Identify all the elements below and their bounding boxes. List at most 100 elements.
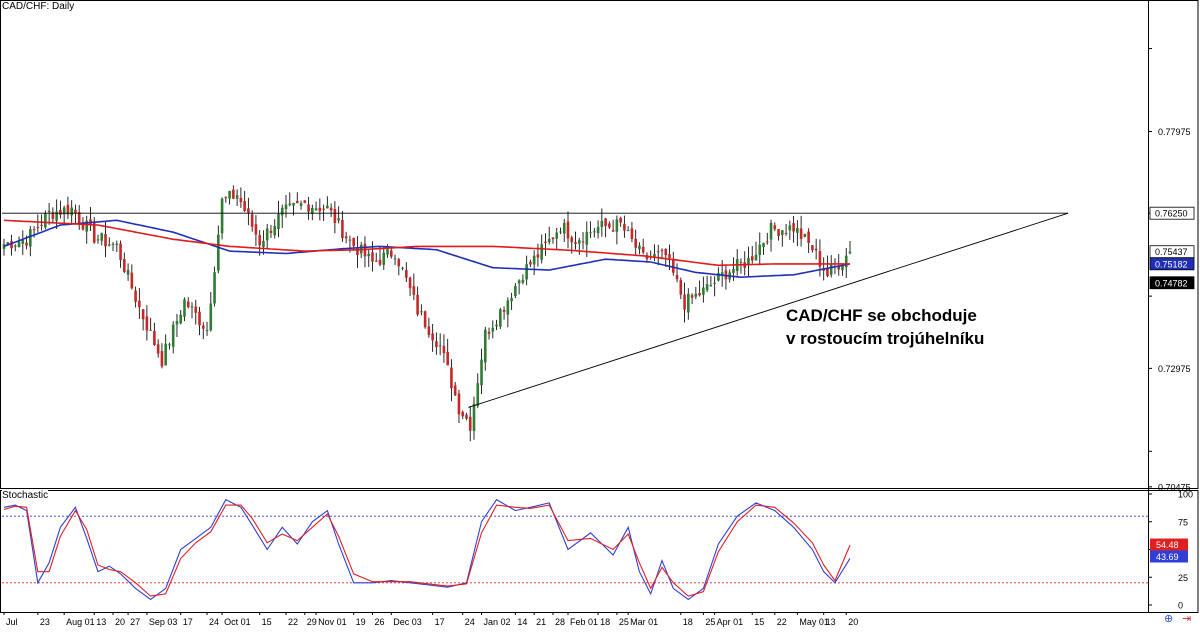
- candle-down: [826, 268, 829, 277]
- time-tick-label: Jul: [6, 617, 18, 627]
- candle-down: [160, 351, 164, 367]
- candle-up: [754, 254, 758, 261]
- candle-up: [615, 219, 619, 232]
- candle-up: [626, 229, 630, 231]
- candle-down: [630, 228, 634, 239]
- candle-up: [476, 383, 480, 407]
- candle-down: [792, 223, 795, 232]
- candle-up: [367, 253, 371, 257]
- candle-up: [273, 226, 277, 236]
- chart-title: CAD/CHF: Daily: [2, 1, 75, 12]
- candle-up: [213, 272, 216, 304]
- annotation-line-1: CAD/CHF se obchoduje: [786, 306, 977, 325]
- candle-up: [382, 252, 386, 265]
- candle-down: [119, 243, 122, 260]
- candle-up: [393, 258, 397, 260]
- candle-down: [198, 311, 201, 326]
- candle-down: [194, 306, 198, 313]
- candle-up: [499, 309, 502, 327]
- candle-down: [92, 222, 96, 243]
- candle-down: [329, 207, 333, 211]
- price-tag: [1149, 257, 1195, 271]
- candle-down: [408, 277, 412, 289]
- time-tick-label: 22: [777, 617, 787, 627]
- candle-up: [299, 203, 303, 206]
- stochastic-k-line: [3, 498, 851, 601]
- candle-up: [107, 244, 111, 246]
- candle-up: [732, 268, 735, 273]
- candle-up: [228, 190, 231, 199]
- candle-up: [559, 231, 562, 233]
- candle-down: [32, 229, 36, 231]
- candle-down: [145, 316, 149, 331]
- candle-down: [675, 275, 679, 280]
- candle-up: [2, 244, 6, 249]
- time-tick-label: 13: [826, 617, 836, 627]
- candle-down: [435, 341, 438, 348]
- candle-up: [480, 359, 483, 386]
- candle-down: [784, 232, 788, 234]
- candle-down: [201, 325, 205, 329]
- candle-up: [205, 330, 209, 332]
- candle-down: [130, 272, 134, 289]
- candle-down: [529, 261, 532, 265]
- time-tick-label: 28: [555, 617, 565, 627]
- candle-up: [100, 233, 104, 241]
- candle-up: [21, 239, 25, 244]
- candle-down: [683, 294, 686, 310]
- time-tick-label: Mar 01: [630, 617, 658, 627]
- time-tick-label: Sep 03: [149, 617, 178, 627]
- candle-down: [416, 294, 419, 315]
- candle-down: [77, 212, 81, 223]
- stochastic-tick-label: 0: [1178, 601, 1183, 611]
- candle-up: [235, 195, 239, 199]
- candle-up: [848, 251, 852, 254]
- candle-down: [608, 223, 611, 228]
- price-tag-label: 0.76250: [1155, 209, 1188, 219]
- candle-down: [468, 416, 472, 431]
- candle-down: [777, 229, 780, 237]
- candle-down: [318, 207, 322, 212]
- candle-up: [6, 242, 10, 246]
- time-tick-label: 15: [262, 617, 272, 627]
- candle-down: [333, 208, 337, 224]
- candle-down: [254, 224, 258, 235]
- candle-down: [243, 201, 246, 211]
- candle-up: [694, 293, 698, 297]
- candle-up: [62, 207, 66, 215]
- price-tag-label: 0.75182: [1155, 259, 1188, 269]
- candle-down: [232, 189, 235, 199]
- candle-up: [47, 210, 51, 213]
- candle-down: [656, 251, 660, 253]
- candle-up: [491, 327, 495, 332]
- candle-down: [450, 367, 453, 389]
- time-tick-label: Aug 01: [66, 617, 95, 627]
- price-tag: [1149, 276, 1195, 290]
- price-tick-label: 0.70475: [1158, 482, 1191, 492]
- candle-down: [818, 251, 822, 267]
- price-tag-label: 0.74782: [1155, 278, 1188, 288]
- candle-down: [258, 235, 261, 246]
- stochastic-value-tag: [1150, 550, 1188, 563]
- stochastic-value-tag: [1150, 538, 1188, 551]
- candle-down: [619, 217, 622, 223]
- candle-up: [284, 204, 288, 210]
- candle-up: [844, 255, 848, 268]
- candle-up: [600, 220, 604, 227]
- stochastic-value-label: 43.69: [1156, 552, 1179, 562]
- time-tick-label: 20: [115, 617, 125, 627]
- candle-up: [171, 324, 175, 347]
- candle-up: [540, 244, 543, 260]
- candle-down: [690, 295, 694, 298]
- candle-up: [483, 329, 487, 363]
- candle-up: [638, 245, 641, 250]
- candle-up: [164, 343, 167, 366]
- candle-up: [13, 245, 17, 247]
- candle-up: [85, 220, 89, 232]
- candle-up: [596, 226, 600, 234]
- candle-down: [487, 331, 491, 334]
- right-arrow-bar-icon[interactable]: ⇥: [1182, 613, 1192, 625]
- candle-down: [356, 247, 359, 255]
- chain-link-icon[interactable]: ⊕: [1164, 613, 1174, 625]
